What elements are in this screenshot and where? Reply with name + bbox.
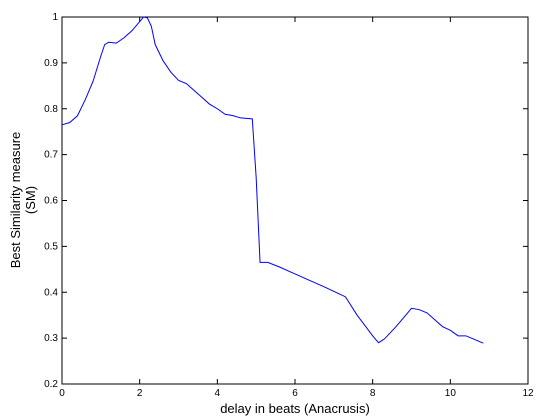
y-tick-label: 1 <box>52 12 58 23</box>
y-tick-label: 0.5 <box>44 241 58 252</box>
x-tick-label: 10 <box>445 388 457 399</box>
y-tick-label: 0.6 <box>44 196 58 207</box>
x-tick-label: 2 <box>137 388 143 399</box>
plot-frame <box>61 16 529 385</box>
y-axis-label: Best Similarity measure <box>8 132 23 269</box>
y-axis-label: (SM) <box>23 186 38 214</box>
x-tick-label: 6 <box>292 388 298 399</box>
data-line <box>61 16 484 344</box>
y-tick-label: 0.7 <box>44 150 58 161</box>
x-tick-label: 0 <box>59 388 65 399</box>
y-tick-label: 0.4 <box>44 287 58 298</box>
y-tick-label: 0.3 <box>44 333 58 344</box>
x-tick-label: 8 <box>370 388 376 399</box>
x-tick-label: 12 <box>522 388 534 399</box>
x-tick-label: 4 <box>215 388 221 399</box>
y-tick-label: 0.8 <box>44 104 58 115</box>
x-axis-label: delay in beats (Anacrusis) <box>220 401 370 416</box>
y-tick-label: 0.2 <box>44 379 58 390</box>
y-tick-label: 0.9 <box>44 58 58 69</box>
